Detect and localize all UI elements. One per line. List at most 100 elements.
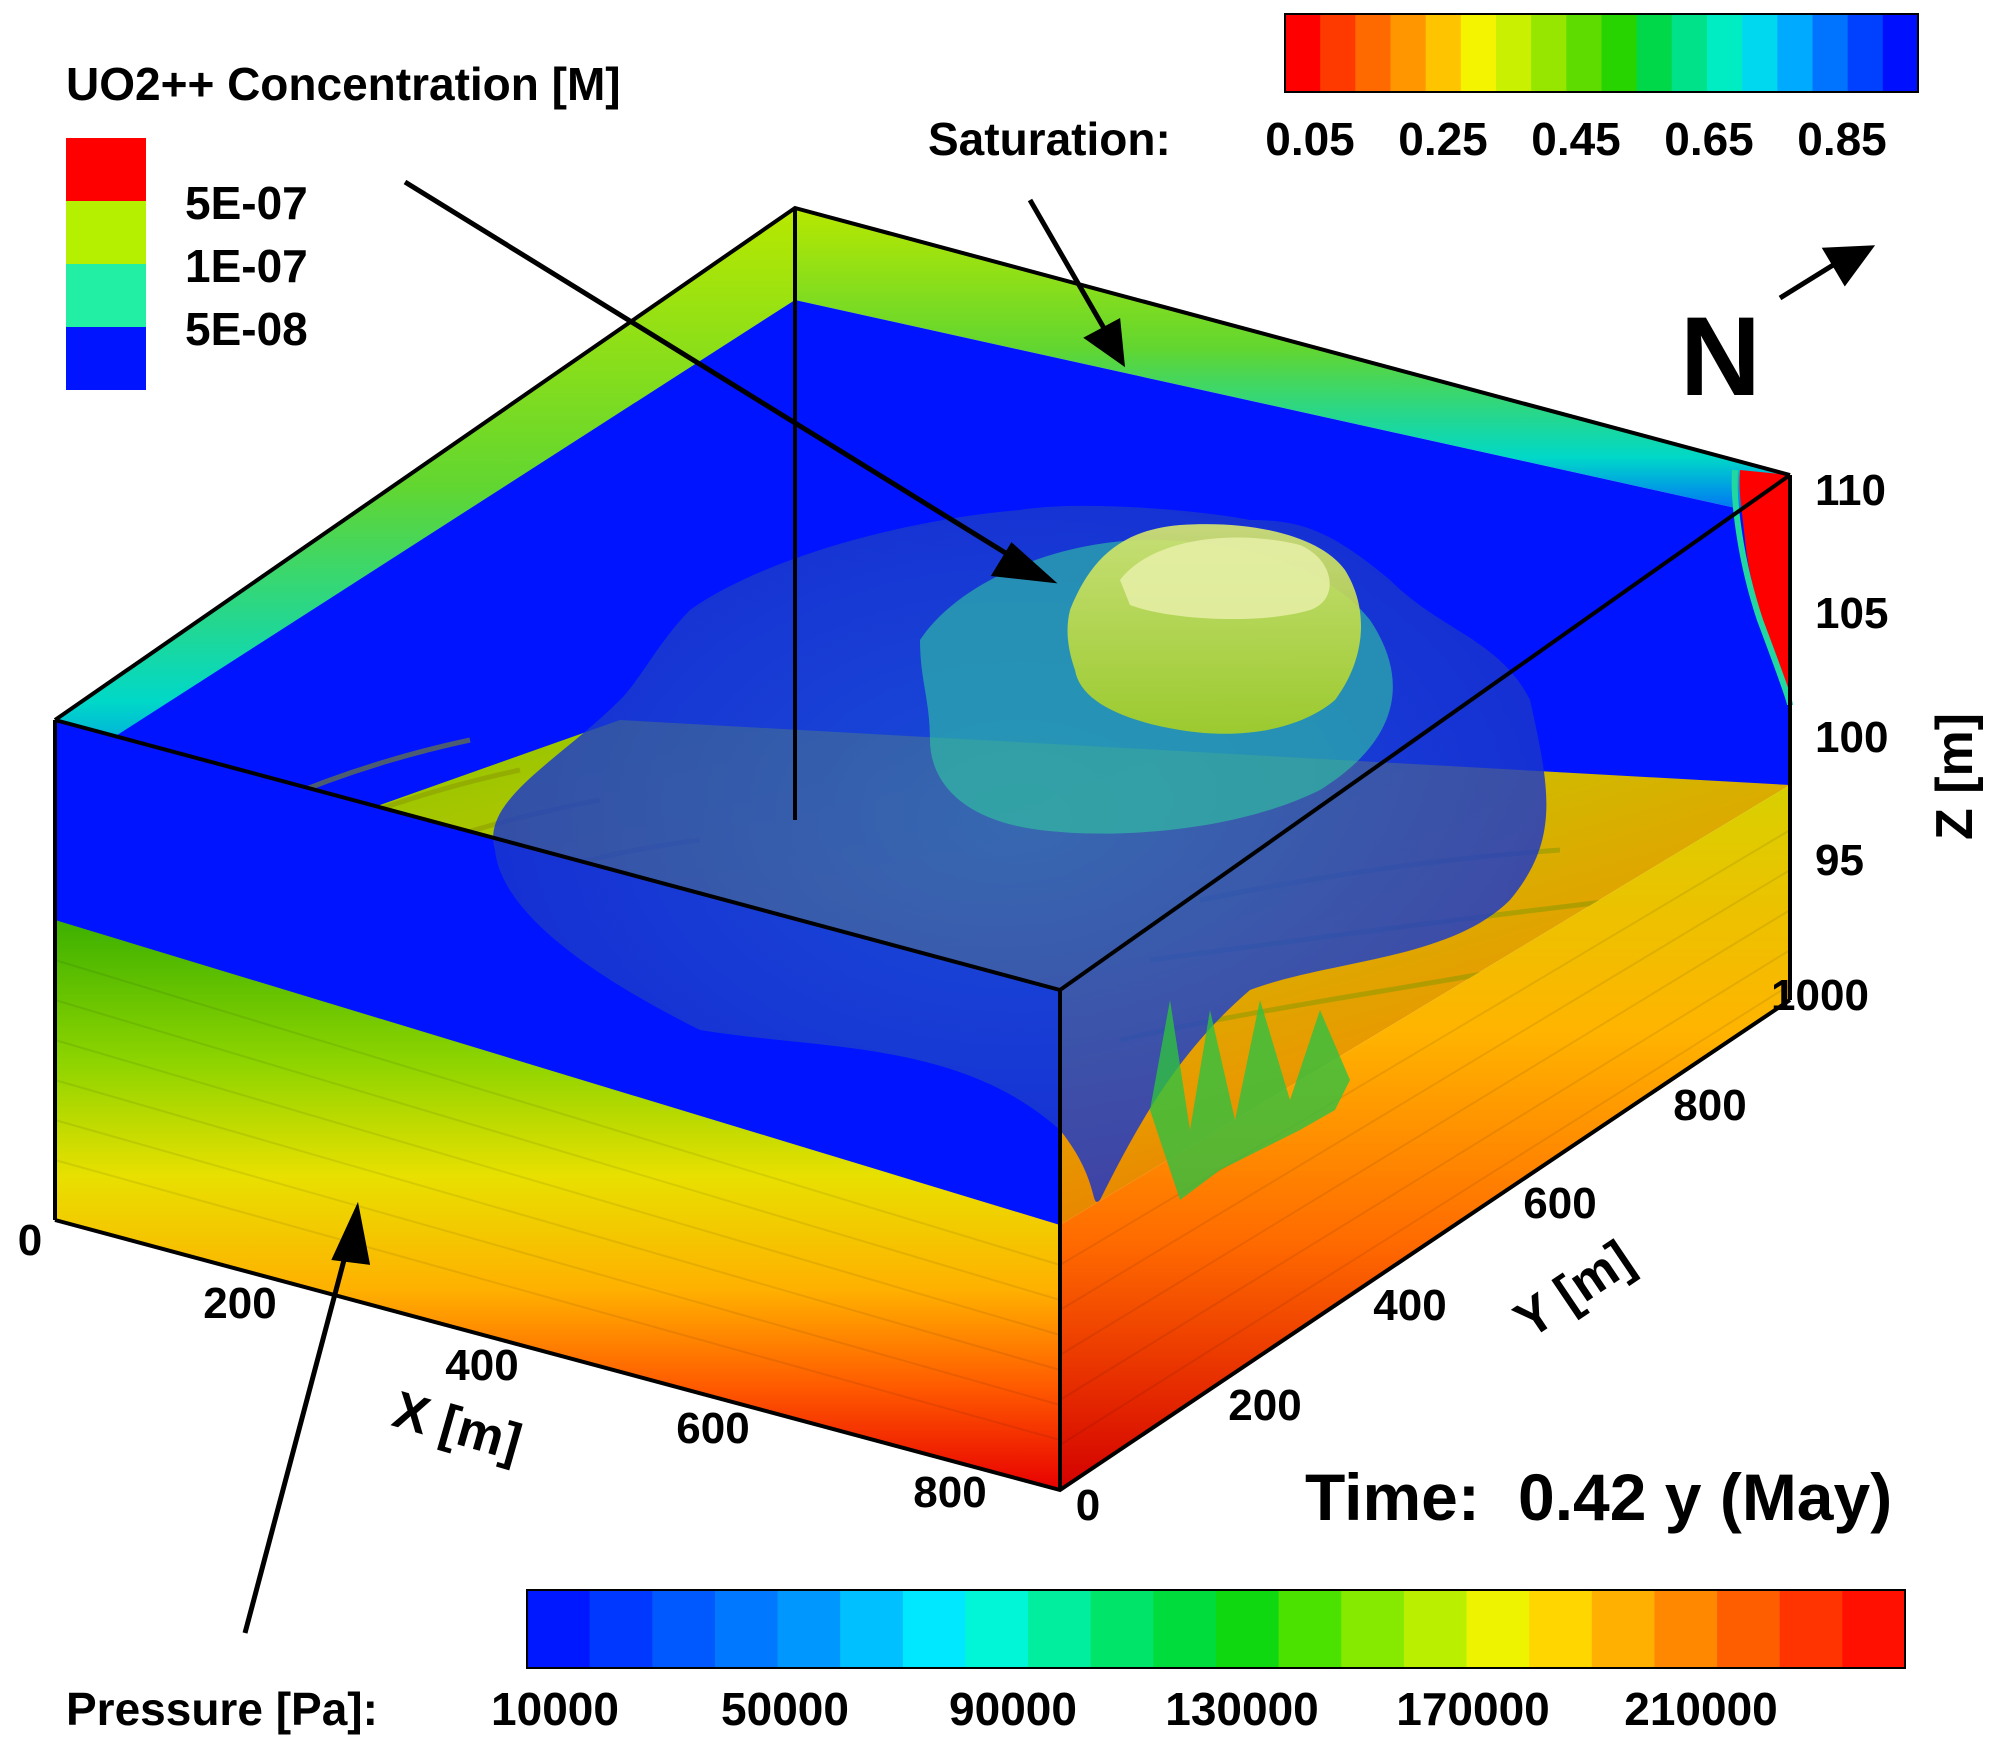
concentration-level-label: 5E-07	[185, 177, 308, 229]
saturation-legend-label: Saturation:	[928, 113, 1171, 165]
pressure-tick: 90000	[949, 1683, 1077, 1735]
saturation-color-cell	[1601, 14, 1638, 92]
saturation-edge	[1731, 469, 1793, 706]
pressure-color-cell	[1466, 1590, 1530, 1668]
concentration-legend-title: UO2++ Concentration [M]	[66, 58, 621, 110]
pressure-arrow-line	[242, 1244, 351, 1634]
pressure-color-cell	[1153, 1590, 1217, 1668]
z-axis-tick-labels: 95 100 105 110	[1815, 466, 1888, 885]
pressure-arrow-head	[331, 1201, 371, 1265]
pressure-color-cell	[840, 1590, 904, 1668]
saturation-tick: 0.85	[1797, 113, 1887, 165]
x-tick: 0	[18, 1216, 42, 1265]
concentration-arrow-line	[403, 179, 1027, 568]
y-tick: 400	[1373, 1281, 1446, 1330]
front-left-wall-pressure	[55, 920, 1060, 1490]
z-tick: 100	[1815, 713, 1888, 762]
saturation-arrow-line	[1027, 198, 1108, 332]
pressure-color-cell	[1090, 1590, 1154, 1668]
saturation-arrow-head	[1083, 318, 1126, 368]
y-axis-label: Y [m]	[1504, 1230, 1643, 1350]
pressure-color-cell	[714, 1590, 779, 1668]
pressure-color-cell	[1591, 1590, 1655, 1668]
z-axis-label: Z [m]	[1926, 713, 1984, 840]
pressure-color-cell	[1028, 1590, 1092, 1668]
pressure-color-cell	[777, 1590, 841, 1668]
saturation-color-cell	[1496, 14, 1532, 92]
x-tick: 800	[913, 1468, 986, 1517]
pressure-tick: 210000	[1624, 1683, 1778, 1735]
north-label: N	[1680, 294, 1761, 419]
pressure-tick: 50000	[721, 1683, 849, 1735]
pressure-colorbar-frame	[526, 1589, 1906, 1669]
pressure-color-cell	[1403, 1590, 1468, 1668]
concentration-level-label: 5E-08	[185, 303, 308, 355]
time-label: Time:	[1305, 1460, 1480, 1534]
pressure-legend: Pressure [Pa]: 10000 50000 90000 130000 1700…	[66, 1589, 1906, 1735]
concentration-arrow-head	[990, 542, 1058, 584]
concentration-swatch	[66, 201, 146, 264]
saturation-color-cell	[1390, 14, 1427, 92]
saturation-tick-labels: 0.05 0.25 0.45 0.65 0.85	[1265, 113, 1887, 165]
saturation-color-cell	[1777, 14, 1813, 92]
x-axis-label: X [m]	[387, 1381, 528, 1473]
concentration-swatches: 5E-07 1E-07 5E-08	[66, 138, 308, 390]
pressure-tick: 170000	[1396, 1683, 1550, 1735]
saturation-color-cell	[1707, 14, 1743, 92]
pressure-legend-label: Pressure [Pa]:	[66, 1683, 378, 1735]
z-tick: 105	[1815, 589, 1888, 638]
z-tick: 95	[1815, 836, 1864, 885]
saturation-tick: 0.45	[1531, 113, 1621, 165]
saturation-color-cell	[1425, 14, 1462, 92]
front-right-wall	[1060, 785, 1790, 1490]
y-tick: 0	[1076, 1481, 1100, 1530]
saturation-color-cell	[1882, 14, 1919, 92]
pressure-color-cell	[1717, 1590, 1781, 1668]
saturation-color-cell	[1742, 14, 1778, 92]
y-tick: 800	[1673, 1081, 1746, 1130]
y-tick: 200	[1228, 1381, 1301, 1430]
pressure-color-cell	[1278, 1590, 1342, 1668]
concentration-level-label: 1E-07	[185, 240, 308, 292]
pressure-colorbar	[526, 1589, 1906, 1669]
saturation-color-cell	[1285, 14, 1321, 92]
saturation-tick: 0.05	[1265, 113, 1355, 165]
x-tick: 400	[445, 1341, 518, 1390]
concentration-swatch	[66, 327, 146, 390]
back-right-wall	[795, 208, 1790, 520]
concentration-swatch	[66, 264, 146, 327]
saturation-red-patch	[1739, 470, 1790, 700]
saturation-tick: 0.25	[1398, 113, 1488, 165]
saturation-color-cell	[1355, 14, 1391, 92]
x-tick: 600	[676, 1404, 749, 1453]
pressure-color-cell	[652, 1590, 716, 1668]
saturation-color-cell	[1531, 14, 1567, 92]
pressure-tick: 10000	[491, 1683, 619, 1735]
pressure-color-cell	[902, 1590, 966, 1668]
plume-drips	[1150, 1000, 1350, 1200]
pressure-color-cell	[1779, 1590, 1843, 1668]
saturation-color-cell	[1671, 14, 1708, 92]
saturation-tick: 0.65	[1664, 113, 1754, 165]
z-tick: 110	[1815, 466, 1886, 515]
pressure-tick-labels: 10000 50000 90000 130000 170000 210000	[491, 1683, 1778, 1735]
saturation-colorbar-frame	[1284, 13, 1919, 93]
saturation-color-cell	[1320, 14, 1356, 92]
pressure-color-cell	[1654, 1590, 1718, 1668]
x-axis-tick-labels: 0 200 400 600 800	[18, 1216, 987, 1517]
pressure-color-cell	[1341, 1590, 1405, 1668]
pressure-color-cell	[589, 1590, 653, 1668]
annotation-arrows	[242, 179, 1876, 1634]
north-arrow-head	[1821, 245, 1876, 287]
pressure-color-cell	[527, 1590, 591, 1668]
saturation-color-cell	[1847, 14, 1884, 92]
y-axis-tick-labels: 0 200 400 600 800 1000	[1076, 971, 1869, 1530]
x-tick: 200	[203, 1279, 276, 1328]
time-value: 0.42 y (May)	[1518, 1460, 1892, 1534]
saturation-color-cell	[1812, 14, 1849, 92]
pressure-tick: 130000	[1165, 1683, 1319, 1735]
y-tick: 1000	[1771, 971, 1869, 1020]
y-tick: 600	[1523, 1179, 1596, 1228]
